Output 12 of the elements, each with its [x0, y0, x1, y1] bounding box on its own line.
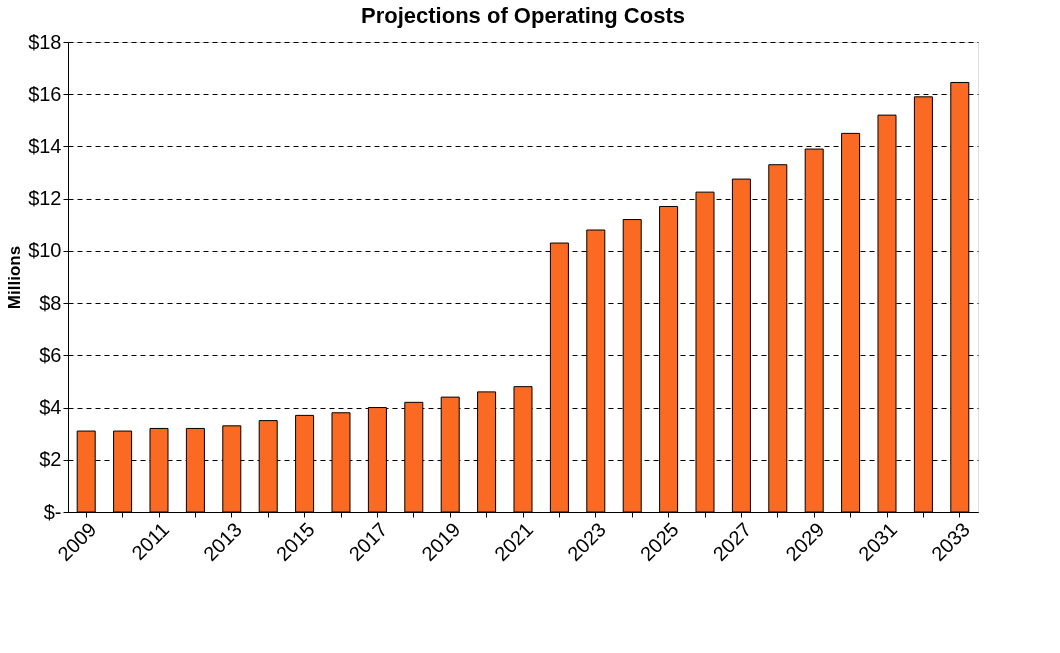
chart-title: Projections of Operating Costs — [361, 3, 685, 28]
y-tick-label: $16 — [28, 82, 62, 105]
y-tick-label: $4 — [39, 396, 62, 419]
y-axis-title: Millions — [5, 245, 25, 310]
y-tick-label: $14 — [28, 134, 62, 157]
y-tick-label: $10 — [28, 239, 62, 262]
y-tick-label: $2 — [39, 448, 62, 471]
y-tick-label: $6 — [39, 343, 62, 366]
y-tick-label: $8 — [39, 291, 62, 314]
y-tick-label: $18 — [28, 30, 62, 53]
y-tick-label: $12 — [28, 187, 62, 210]
y-tick-label: $- — [43, 500, 62, 523]
